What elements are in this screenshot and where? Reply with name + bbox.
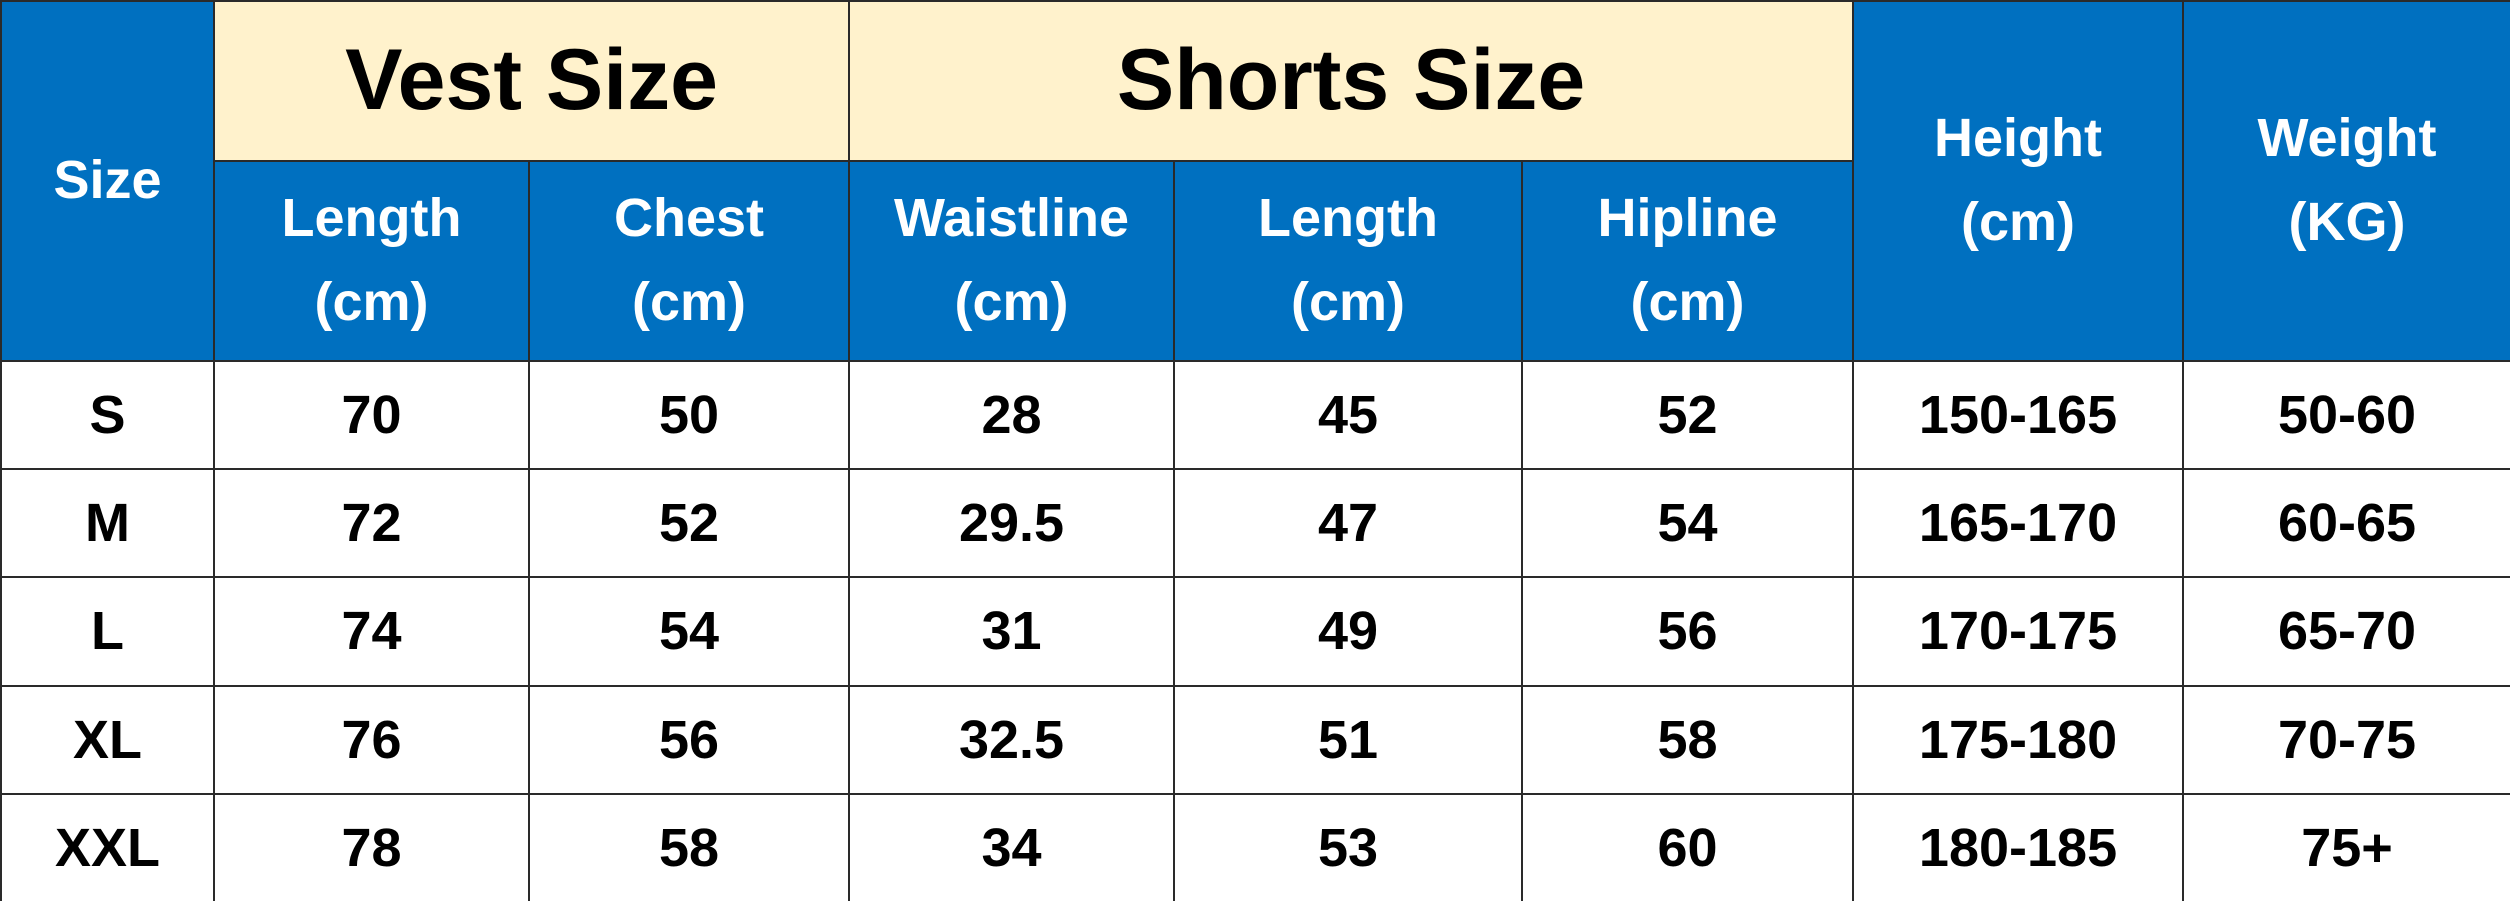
size-cell: XXL	[0, 792, 215, 901]
value-cell: 74	[213, 576, 530, 687]
value-cell: 31	[848, 576, 1176, 687]
header-line: (cm)	[954, 272, 1069, 332]
value-cell: 72	[213, 468, 530, 579]
value-cell: 150-165	[1852, 359, 2185, 471]
value-cell: 45	[1173, 359, 1524, 471]
value-cell: 53	[1173, 792, 1524, 901]
sub-header: Chest (cm)	[527, 160, 851, 362]
header-line: (KG)	[2288, 192, 2406, 252]
value-cell: 47	[1173, 468, 1524, 579]
header-line: Length	[1258, 188, 1438, 249]
value-cell: 170-175	[1852, 576, 2185, 687]
header-line: Waistline	[893, 188, 1130, 249]
header-line: (cm)	[1291, 272, 1406, 332]
value-cell: 52	[527, 468, 851, 579]
value-cell: 56	[1521, 576, 1855, 687]
vest-header: Vest Size	[212, 0, 851, 162]
header-line: Weight	[2257, 108, 2437, 169]
shorts-header: Shorts Size	[848, 0, 1855, 162]
header-line: Hipline	[1597, 188, 1778, 249]
header-line: (cm)	[1961, 192, 2076, 252]
weight-header: Weight (KG)	[2182, 0, 2510, 362]
header-line: (cm)	[314, 272, 429, 332]
value-cell: 52	[1521, 359, 1855, 471]
table-row: S 70 50 28 45 52 150-165 50-60	[0, 359, 2510, 471]
value-cell: 180-185	[1852, 792, 2185, 901]
value-cell: 51	[1173, 684, 1524, 795]
value-cell: 70-75	[2182, 684, 2510, 795]
table-row: L 74 54 31 49 56 170-175 65-70	[0, 576, 2510, 687]
value-cell: 65-70	[2182, 576, 2510, 687]
sub-header: Length (cm)	[1173, 160, 1524, 362]
value-cell: 32.5	[848, 684, 1176, 795]
value-cell: 70	[213, 359, 530, 471]
size-cell: S	[0, 359, 215, 471]
value-cell: 54	[527, 576, 851, 687]
size-cell: XL	[0, 684, 215, 795]
value-cell: 175-180	[1852, 684, 2185, 795]
size-header: Size	[0, 0, 215, 362]
sub-header: Length (cm)	[213, 160, 530, 362]
header-line: (cm)	[632, 272, 747, 332]
value-cell: 58	[527, 792, 851, 901]
size-cell: L	[0, 576, 215, 687]
value-cell: 50	[527, 359, 851, 471]
sub-header: Hipline (cm)	[1521, 160, 1855, 362]
value-cell: 60-65	[2182, 468, 2510, 579]
header-line: (cm)	[1630, 272, 1745, 332]
value-cell: 78	[213, 792, 530, 901]
header-line: Length	[281, 188, 462, 249]
value-cell: 60	[1521, 792, 1855, 901]
header-line: Chest	[613, 188, 765, 249]
size-cell: M	[0, 468, 215, 579]
value-cell: 76	[213, 684, 530, 795]
value-cell: 58	[1521, 684, 1855, 795]
value-cell: 34	[848, 792, 1176, 901]
table-row: XL 76 56 32.5 51 58 175-180 70-75	[0, 684, 2510, 795]
height-header: Height (cm)	[1852, 0, 2185, 362]
value-cell: 54	[1521, 468, 1855, 579]
sub-header: Waistline (cm)	[848, 160, 1176, 362]
value-cell: 75+	[2182, 792, 2510, 901]
value-cell: 56	[527, 684, 851, 795]
value-cell: 29.5	[848, 468, 1176, 579]
value-cell: 165-170	[1852, 468, 2185, 579]
header-line: Height	[1934, 108, 2103, 169]
table-row: M 72 52 29.5 47 54 165-170 60-65	[0, 468, 2510, 579]
table-row: XXL 78 58 34 53 60 180-185 75+	[0, 792, 2510, 901]
value-cell: 49	[1173, 576, 1524, 687]
value-cell: 28	[848, 359, 1176, 471]
value-cell: 50-60	[2182, 359, 2510, 471]
